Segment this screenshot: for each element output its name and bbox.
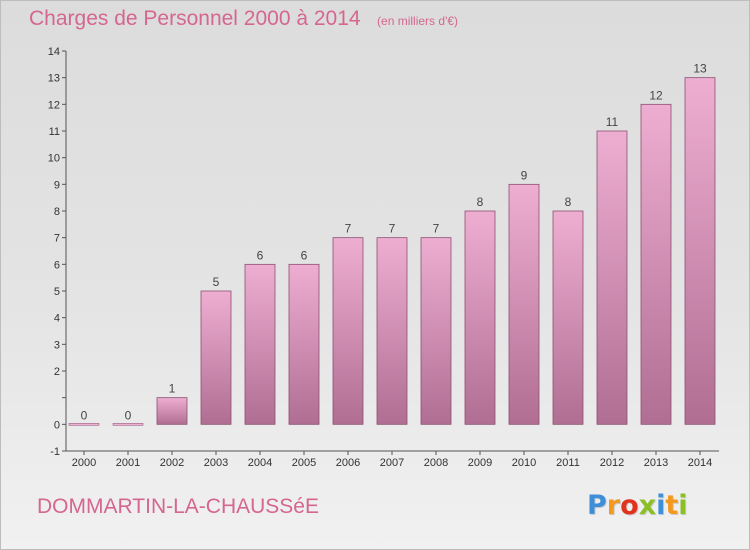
y-tick-label: 9 [54, 179, 60, 191]
commune-name: DOMMARTIN-LA-CHAUSSéE [37, 495, 319, 518]
title-row: Charges de Personnel 2000 à 2014 (en mil… [29, 7, 458, 31]
y-tick-label: 12 [48, 99, 60, 111]
value-label: 7 [345, 222, 352, 236]
value-label: 12 [649, 88, 663, 102]
value-label: 0 [125, 408, 132, 422]
x-tick-label: 2014 [688, 457, 712, 469]
logo-letter: P [587, 490, 607, 521]
bar [508, 183, 540, 425]
y-tick-label: 6 [54, 259, 60, 271]
y-tick-label: 2 [54, 366, 60, 378]
x-tick-label: 2002 [160, 457, 184, 469]
logo-letter: i [656, 490, 666, 521]
proxiti-logo[interactable]: Proxiti [587, 490, 688, 521]
x-tick-label: 2011 [556, 457, 580, 469]
logo-letter: i [678, 490, 688, 521]
bar [244, 263, 276, 425]
x-tick-label: 2004 [248, 457, 272, 469]
value-label: 9 [521, 168, 528, 182]
logo-letter: x [638, 490, 657, 521]
x-tick-label: 2009 [468, 457, 492, 469]
y-tick-label: 4 [54, 313, 60, 325]
chart-title: Charges de Personnel 2000 à 2014 [29, 7, 361, 30]
x-tick-label: 2006 [336, 457, 360, 469]
bar [596, 130, 628, 425]
bar [288, 263, 320, 425]
bar [552, 210, 584, 425]
x-tick-label: 2007 [380, 457, 404, 469]
y-tick-label: -1 [50, 446, 60, 458]
y-tick-label: 8 [54, 206, 60, 218]
value-label: 8 [477, 195, 484, 209]
value-label: 1 [169, 382, 176, 396]
bar [200, 290, 232, 425]
value-label: 11 [606, 115, 619, 129]
value-label: 8 [565, 195, 572, 209]
bar [464, 210, 496, 425]
value-label: 5 [213, 275, 220, 289]
y-tick-label: 5 [54, 286, 60, 298]
value-label: 6 [257, 248, 264, 262]
bar [420, 237, 452, 425]
x-tick-label: 2012 [600, 457, 624, 469]
x-tick-label: 2005 [292, 457, 316, 469]
y-tick-label: 11 [49, 126, 60, 138]
value-label: 0 [81, 408, 88, 422]
bar [156, 397, 188, 425]
logo-letter: t [665, 490, 679, 521]
bar [68, 423, 100, 426]
y-tick-label: 7 [54, 233, 60, 245]
value-label: 6 [301, 248, 308, 262]
y-tick-label: 10 [48, 153, 60, 165]
value-label: 7 [389, 222, 396, 236]
y-tick-label: 13 [48, 73, 60, 85]
x-tick-label: 2000 [72, 457, 96, 469]
bar [112, 423, 144, 426]
y-tick-label: 14 [48, 46, 60, 58]
bar [376, 237, 408, 425]
chart-subtitle: (en milliers d'€) [377, 14, 459, 28]
logo-letter: o [620, 490, 639, 521]
value-label: 7 [433, 222, 440, 236]
x-tick-label: 2008 [424, 457, 448, 469]
x-tick-label: 2003 [204, 457, 228, 469]
y-tick-label: 0 [54, 419, 60, 431]
x-tick-label: 2001 [116, 457, 140, 469]
bar [332, 237, 364, 425]
bar [640, 103, 672, 425]
x-tick-label: 2013 [644, 457, 668, 469]
y-tick-label: 3 [54, 339, 60, 351]
x-tick-label: 2010 [512, 457, 536, 469]
bar [684, 77, 716, 425]
value-label: 13 [693, 62, 707, 76]
logo-letter: r [606, 490, 621, 521]
